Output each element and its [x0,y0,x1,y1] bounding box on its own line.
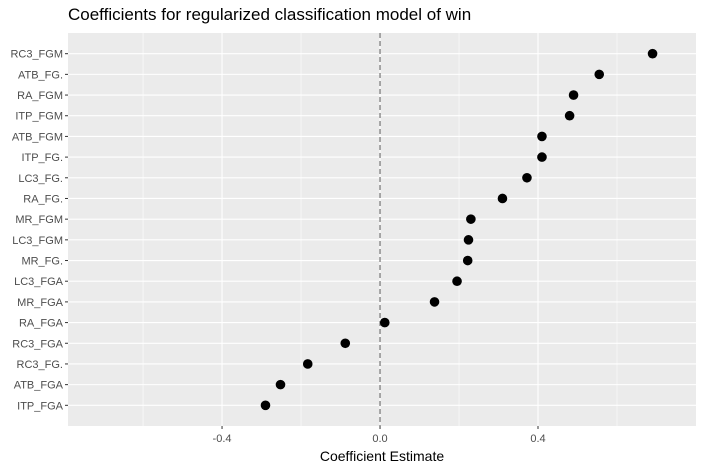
y-tick-label: LC3_FGA [14,276,64,288]
y-tick-label: LC3_FG. [18,173,63,185]
y-axis: RC3_FGM ATB_FG. RA_FGM ITP_FGM ATB_FGM ITP_FG… [10,49,68,412]
y-tick-label: LC3_FGM [12,235,63,247]
x-axis: -0.4 0.0 0.4 [213,426,546,445]
data-point [522,172,532,183]
y-tick-label: ATB_FGA [14,380,64,392]
y-tick-label: ITP_FGA [17,400,64,412]
data-point [647,48,658,59]
data-point [452,276,462,287]
data-point [379,317,390,328]
data-point [564,110,575,121]
y-tick-label: ITP_FG. [21,152,63,164]
data-point [260,400,271,411]
y-tick-label: RC3_FG. [17,359,63,371]
x-tick-label: 0.0 [372,433,387,445]
x-axis-label: Coefficient Estimate [320,448,444,464]
y-tick-label: ITP_FGM [15,111,63,123]
y-tick-label: RA_FG. [23,193,63,205]
data-point [594,69,605,80]
x-tick-label: -0.4 [213,433,232,445]
y-tick-label: RA_FGM [17,90,63,102]
y-tick-label: ATB_FG. [18,69,63,81]
y-tick-label: MR_FGA [17,297,64,309]
x-tick-label: 0.4 [530,433,545,445]
plot-panel [68,33,696,426]
data-point [466,214,476,224]
data-point [462,255,473,266]
data-point [340,338,351,349]
y-tick-label: RC3_FGM [10,49,63,61]
y-tick-label: RC3_FGA [12,338,63,350]
data-point [275,379,286,390]
data-point [463,235,474,245]
y-tick-label: RA_FGA [19,318,64,330]
data-point [497,193,508,204]
data-point [302,359,313,369]
data-points [260,48,658,411]
data-point [537,152,547,162]
data-point [537,131,547,142]
y-tick-label: MR_FGM [15,214,63,226]
y-tick-label: MR_FG. [21,256,63,268]
y-tick-label: ATB_FGM [12,131,63,143]
data-point [568,90,579,100]
data-point [429,297,440,307]
chart-title: Coefficients for regularized classificat… [68,5,471,24]
